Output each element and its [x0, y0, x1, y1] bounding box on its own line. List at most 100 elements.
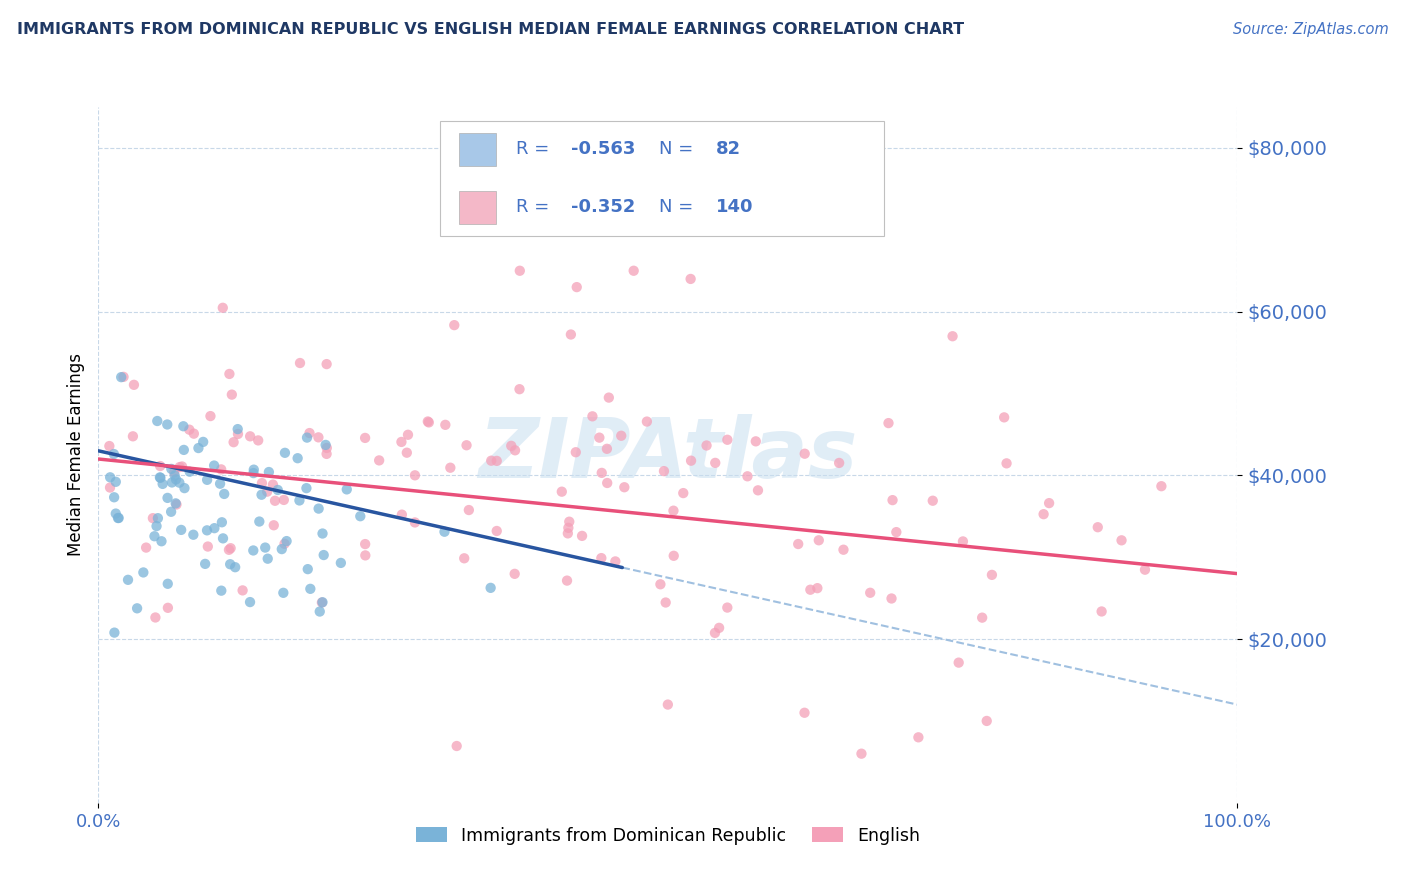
Point: [226, 422, 249, 436]
Point: [98, 470, 121, 484]
Point: [716, 433, 738, 447]
Point: [218, 542, 240, 557]
Point: [557, 526, 579, 541]
Point: [156, 600, 179, 615]
Point: [1111, 533, 1133, 548]
Point: [166, 498, 188, 512]
Text: N =: N =: [659, 198, 699, 216]
Point: [172, 419, 194, 434]
Point: [747, 483, 769, 498]
Point: [307, 430, 329, 444]
Point: [636, 415, 658, 429]
Point: [135, 541, 157, 555]
Point: [443, 318, 465, 333]
Point: [555, 574, 578, 588]
Point: [273, 537, 295, 551]
Text: N =: N =: [659, 140, 699, 159]
Point: [1133, 563, 1156, 577]
Point: [880, 591, 903, 606]
Point: [146, 414, 169, 428]
Point: [262, 477, 284, 491]
Point: [256, 551, 278, 566]
Point: [122, 377, 145, 392]
Point: [257, 465, 280, 479]
Point: [591, 466, 613, 480]
Point: [226, 426, 249, 441]
Point: [859, 586, 882, 600]
Point: [581, 409, 603, 424]
Point: [995, 456, 1018, 470]
Point: [193, 434, 215, 449]
Point: [295, 431, 318, 445]
Point: [354, 549, 377, 563]
Text: R =: R =: [516, 140, 555, 159]
Point: [247, 434, 270, 448]
Point: [112, 370, 135, 384]
Point: [501, 439, 523, 453]
Point: [886, 525, 908, 540]
Point: [219, 558, 242, 572]
Point: [288, 356, 311, 370]
Point: [308, 605, 330, 619]
Point: [311, 595, 333, 609]
Point: [143, 529, 166, 543]
Point: [242, 466, 264, 480]
Point: [976, 714, 998, 728]
Point: [707, 621, 730, 635]
Point: [165, 472, 187, 486]
Point: [610, 429, 633, 443]
Text: ZIPAtlas: ZIPAtlas: [478, 415, 858, 495]
Point: [446, 739, 468, 753]
Point: [354, 537, 377, 551]
Point: [308, 501, 330, 516]
Point: [276, 534, 298, 549]
Point: [218, 367, 240, 381]
Point: [1032, 507, 1054, 521]
Point: [288, 493, 311, 508]
Point: [485, 454, 508, 468]
Point: [596, 475, 619, 490]
Point: [672, 486, 695, 500]
Point: [274, 446, 297, 460]
Point: [418, 416, 440, 430]
Point: [200, 409, 222, 423]
Point: [662, 504, 685, 518]
Point: [416, 415, 439, 429]
Point: [173, 481, 195, 495]
Point: [980, 567, 1002, 582]
Point: [439, 460, 461, 475]
Point: [679, 272, 702, 286]
Point: [149, 471, 172, 485]
Point: [681, 453, 703, 467]
Point: [219, 541, 242, 556]
Point: [160, 462, 183, 476]
Point: [127, 601, 149, 615]
Point: [1038, 496, 1060, 510]
Text: -0.563: -0.563: [571, 140, 636, 159]
Point: [156, 417, 179, 432]
Point: [907, 731, 929, 745]
Point: [391, 434, 413, 449]
FancyBboxPatch shape: [440, 121, 884, 235]
Point: [179, 423, 201, 437]
Point: [270, 542, 292, 557]
Point: [179, 465, 201, 479]
Bar: [460, 191, 496, 224]
Point: [156, 576, 179, 591]
Point: [354, 431, 377, 445]
Point: [404, 516, 426, 530]
Point: [329, 556, 352, 570]
Point: [806, 581, 828, 595]
Point: [509, 264, 531, 278]
Text: -0.352: -0.352: [571, 198, 636, 216]
Point: [273, 492, 295, 507]
Point: [256, 484, 278, 499]
Point: [110, 370, 132, 384]
Point: [98, 481, 121, 495]
Point: [662, 549, 685, 563]
Point: [150, 534, 173, 549]
Point: [145, 610, 167, 624]
Point: [508, 382, 530, 396]
Point: [103, 490, 125, 504]
Point: [202, 458, 225, 473]
